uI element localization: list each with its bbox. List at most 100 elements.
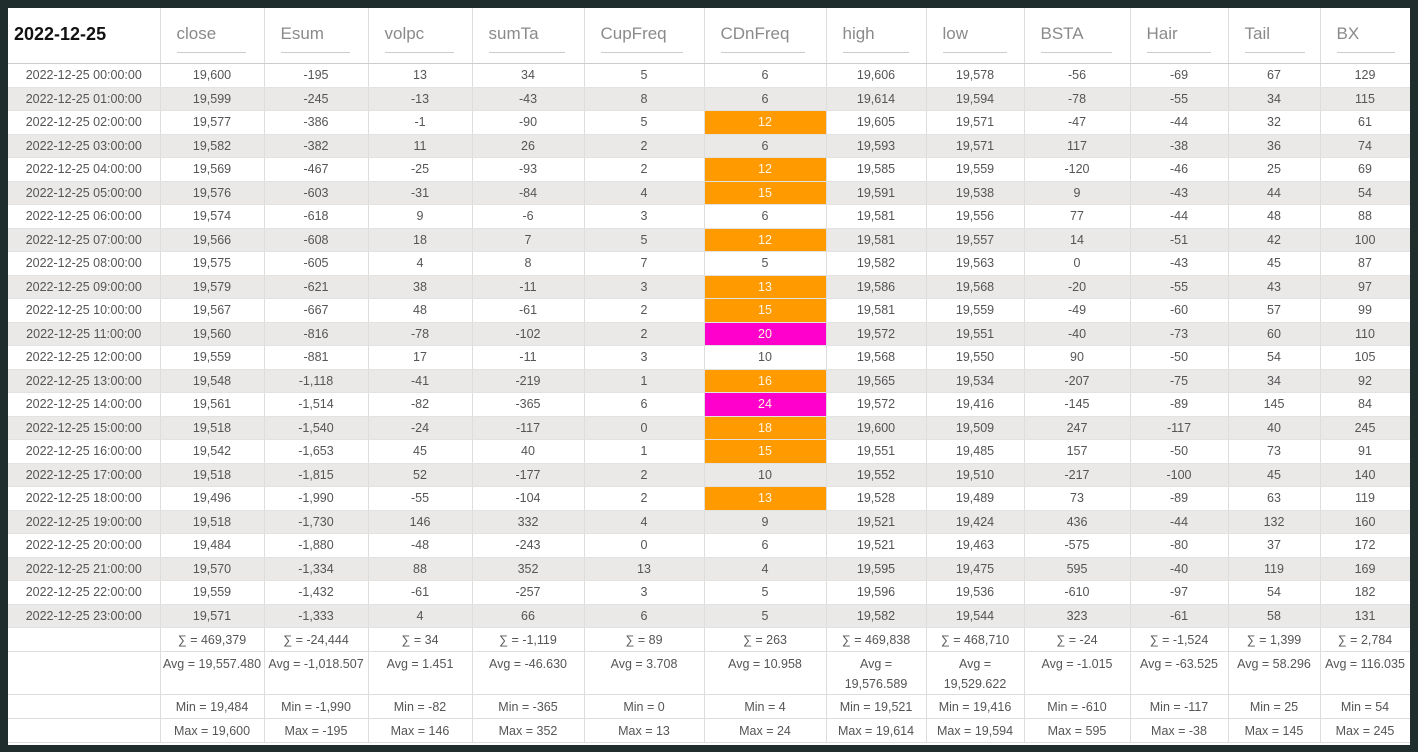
- summary-cell: Avg = 19,557.480: [160, 651, 265, 695]
- column-header[interactable]: sumTa: [472, 8, 585, 64]
- summary-cell: ∑ = -1,119: [472, 627, 585, 652]
- cell: 67: [1228, 63, 1321, 88]
- column-header[interactable]: BX: [1320, 8, 1410, 64]
- cell: 5: [704, 580, 827, 605]
- cell: 2022-12-25 23:00:00: [8, 604, 161, 628]
- header-label: volpc: [384, 24, 455, 53]
- summary-cell: Min = -82: [368, 694, 473, 719]
- cell: 19,484: [160, 533, 265, 558]
- data-row: 2022-12-25 23:00:00 19,571 -1,333 4 66 6 5 19,5…: [8, 604, 1410, 628]
- cell: 19,568: [926, 275, 1025, 299]
- column-header[interactable]: CDnFreq: [704, 8, 827, 64]
- cell: 4: [368, 604, 473, 628]
- cell: -61: [1130, 604, 1229, 628]
- cell: 4: [704, 557, 827, 581]
- cell: -44: [1130, 510, 1229, 534]
- cell: -49: [1024, 298, 1131, 323]
- cell: -43: [1130, 251, 1229, 276]
- summary-row: Min = 19,484 Min = -1,990 Min = -82 Min = -…: [8, 694, 1410, 719]
- column-header[interactable]: BSTA: [1024, 8, 1131, 64]
- cell: 19,582: [826, 604, 927, 628]
- header-label: CDnFreq: [720, 24, 805, 53]
- cell: 19,585: [826, 157, 927, 182]
- cell: 182: [1320, 580, 1410, 605]
- cell: 19,596: [826, 580, 927, 605]
- cell: 19,570: [160, 557, 265, 581]
- cell: 19,579: [160, 275, 265, 299]
- cell: -177: [472, 463, 585, 487]
- column-header[interactable]: 2022-12-25: [8, 8, 161, 64]
- cell: 145: [1228, 392, 1321, 417]
- cell: -40: [1130, 557, 1229, 581]
- summary-row: ∑ = 469,379 ∑ = -24,444 ∑ = 34 ∑ = -1,119 ∑ …: [8, 627, 1410, 652]
- column-header[interactable]: Tail: [1228, 8, 1321, 64]
- cell: 6: [704, 63, 827, 88]
- summary-cell: Min = 19,416: [926, 694, 1025, 719]
- cell: 19,572: [826, 322, 927, 346]
- summary-cell: Min = 19,484: [160, 694, 265, 719]
- cell: -117: [472, 416, 585, 440]
- cell: -1,118: [264, 369, 369, 393]
- cell: 0: [584, 416, 705, 440]
- data-row: 2022-12-25 02:00:00 19,577 -386 -1 -90 5 12 19,…: [8, 110, 1410, 135]
- cell: 117: [1024, 134, 1131, 158]
- summary-cell: Avg = 58.296: [1228, 651, 1321, 695]
- cell: 436: [1024, 510, 1131, 534]
- cell: -50: [1130, 345, 1229, 370]
- cell: 19,560: [160, 322, 265, 346]
- cell: 323: [1024, 604, 1131, 628]
- cell: 19,574: [160, 204, 265, 229]
- cell: 19,559: [160, 580, 265, 605]
- data-row: 2022-12-25 21:00:00 19,570 -1,334 88 352 13 4 1…: [8, 557, 1410, 581]
- cell: 61: [1320, 110, 1410, 135]
- cell: 1: [584, 439, 705, 464]
- cell: 19,571: [926, 134, 1025, 158]
- cell: 10: [704, 463, 827, 487]
- column-header[interactable]: Esum: [264, 8, 369, 64]
- cell: 19,544: [926, 604, 1025, 628]
- cell: -61: [368, 580, 473, 605]
- column-header[interactable]: volpc: [368, 8, 473, 64]
- column-header[interactable]: CupFreq: [584, 8, 705, 64]
- cell: -575: [1024, 533, 1131, 558]
- cell: 2022-12-25 16:00:00: [8, 439, 161, 464]
- column-header[interactable]: close: [160, 8, 265, 64]
- header-label: Esum: [280, 24, 351, 53]
- cell: 2022-12-25 02:00:00: [8, 110, 161, 135]
- cell: 19,518: [160, 463, 265, 487]
- cell: -20: [1024, 275, 1131, 299]
- data-row: 2022-12-25 20:00:00 19,484 -1,880 -48 -243 0 6…: [8, 533, 1410, 558]
- cell: 115: [1320, 87, 1410, 111]
- summary-cell: ∑ = 469,379: [160, 627, 265, 652]
- summary-cell: Avg = 19,576.589: [826, 651, 927, 695]
- cell: 19,576: [160, 181, 265, 205]
- cell: 91: [1320, 439, 1410, 464]
- data-row: 2022-12-25 04:00:00 19,569 -467 -25 -93 2 12 19…: [8, 157, 1410, 182]
- cell: -46: [1130, 157, 1229, 182]
- cell: 19,567: [160, 298, 265, 323]
- cell: -38: [1130, 134, 1229, 158]
- cell: 6: [704, 533, 827, 558]
- cell: -1,333: [264, 604, 369, 628]
- cell: -44: [1130, 204, 1229, 229]
- cell: -1,815: [264, 463, 369, 487]
- cell: -6: [472, 204, 585, 229]
- summary-cell: Avg = 19,529.622: [926, 651, 1025, 695]
- cell: 54: [1228, 345, 1321, 370]
- data-row: 2022-12-25 09:00:00 19,579 -621 38 -11 3 13 19,…: [8, 275, 1410, 299]
- cell: -84: [472, 181, 585, 205]
- cell: 19,600: [826, 416, 927, 440]
- cell: 19,548: [160, 369, 265, 393]
- column-header[interactable]: high: [826, 8, 927, 64]
- summary-cell: Min = 0: [584, 694, 705, 719]
- column-header[interactable]: low: [926, 8, 1025, 64]
- cell: 2022-12-25 03:00:00: [8, 134, 161, 158]
- cell: -245: [264, 87, 369, 111]
- cell: 19,594: [926, 87, 1025, 111]
- column-header[interactable]: Hair: [1130, 8, 1229, 64]
- cell: -51: [1130, 228, 1229, 252]
- cell: 19,550: [926, 345, 1025, 370]
- cell: 19,485: [926, 439, 1025, 464]
- cell: -667: [264, 298, 369, 323]
